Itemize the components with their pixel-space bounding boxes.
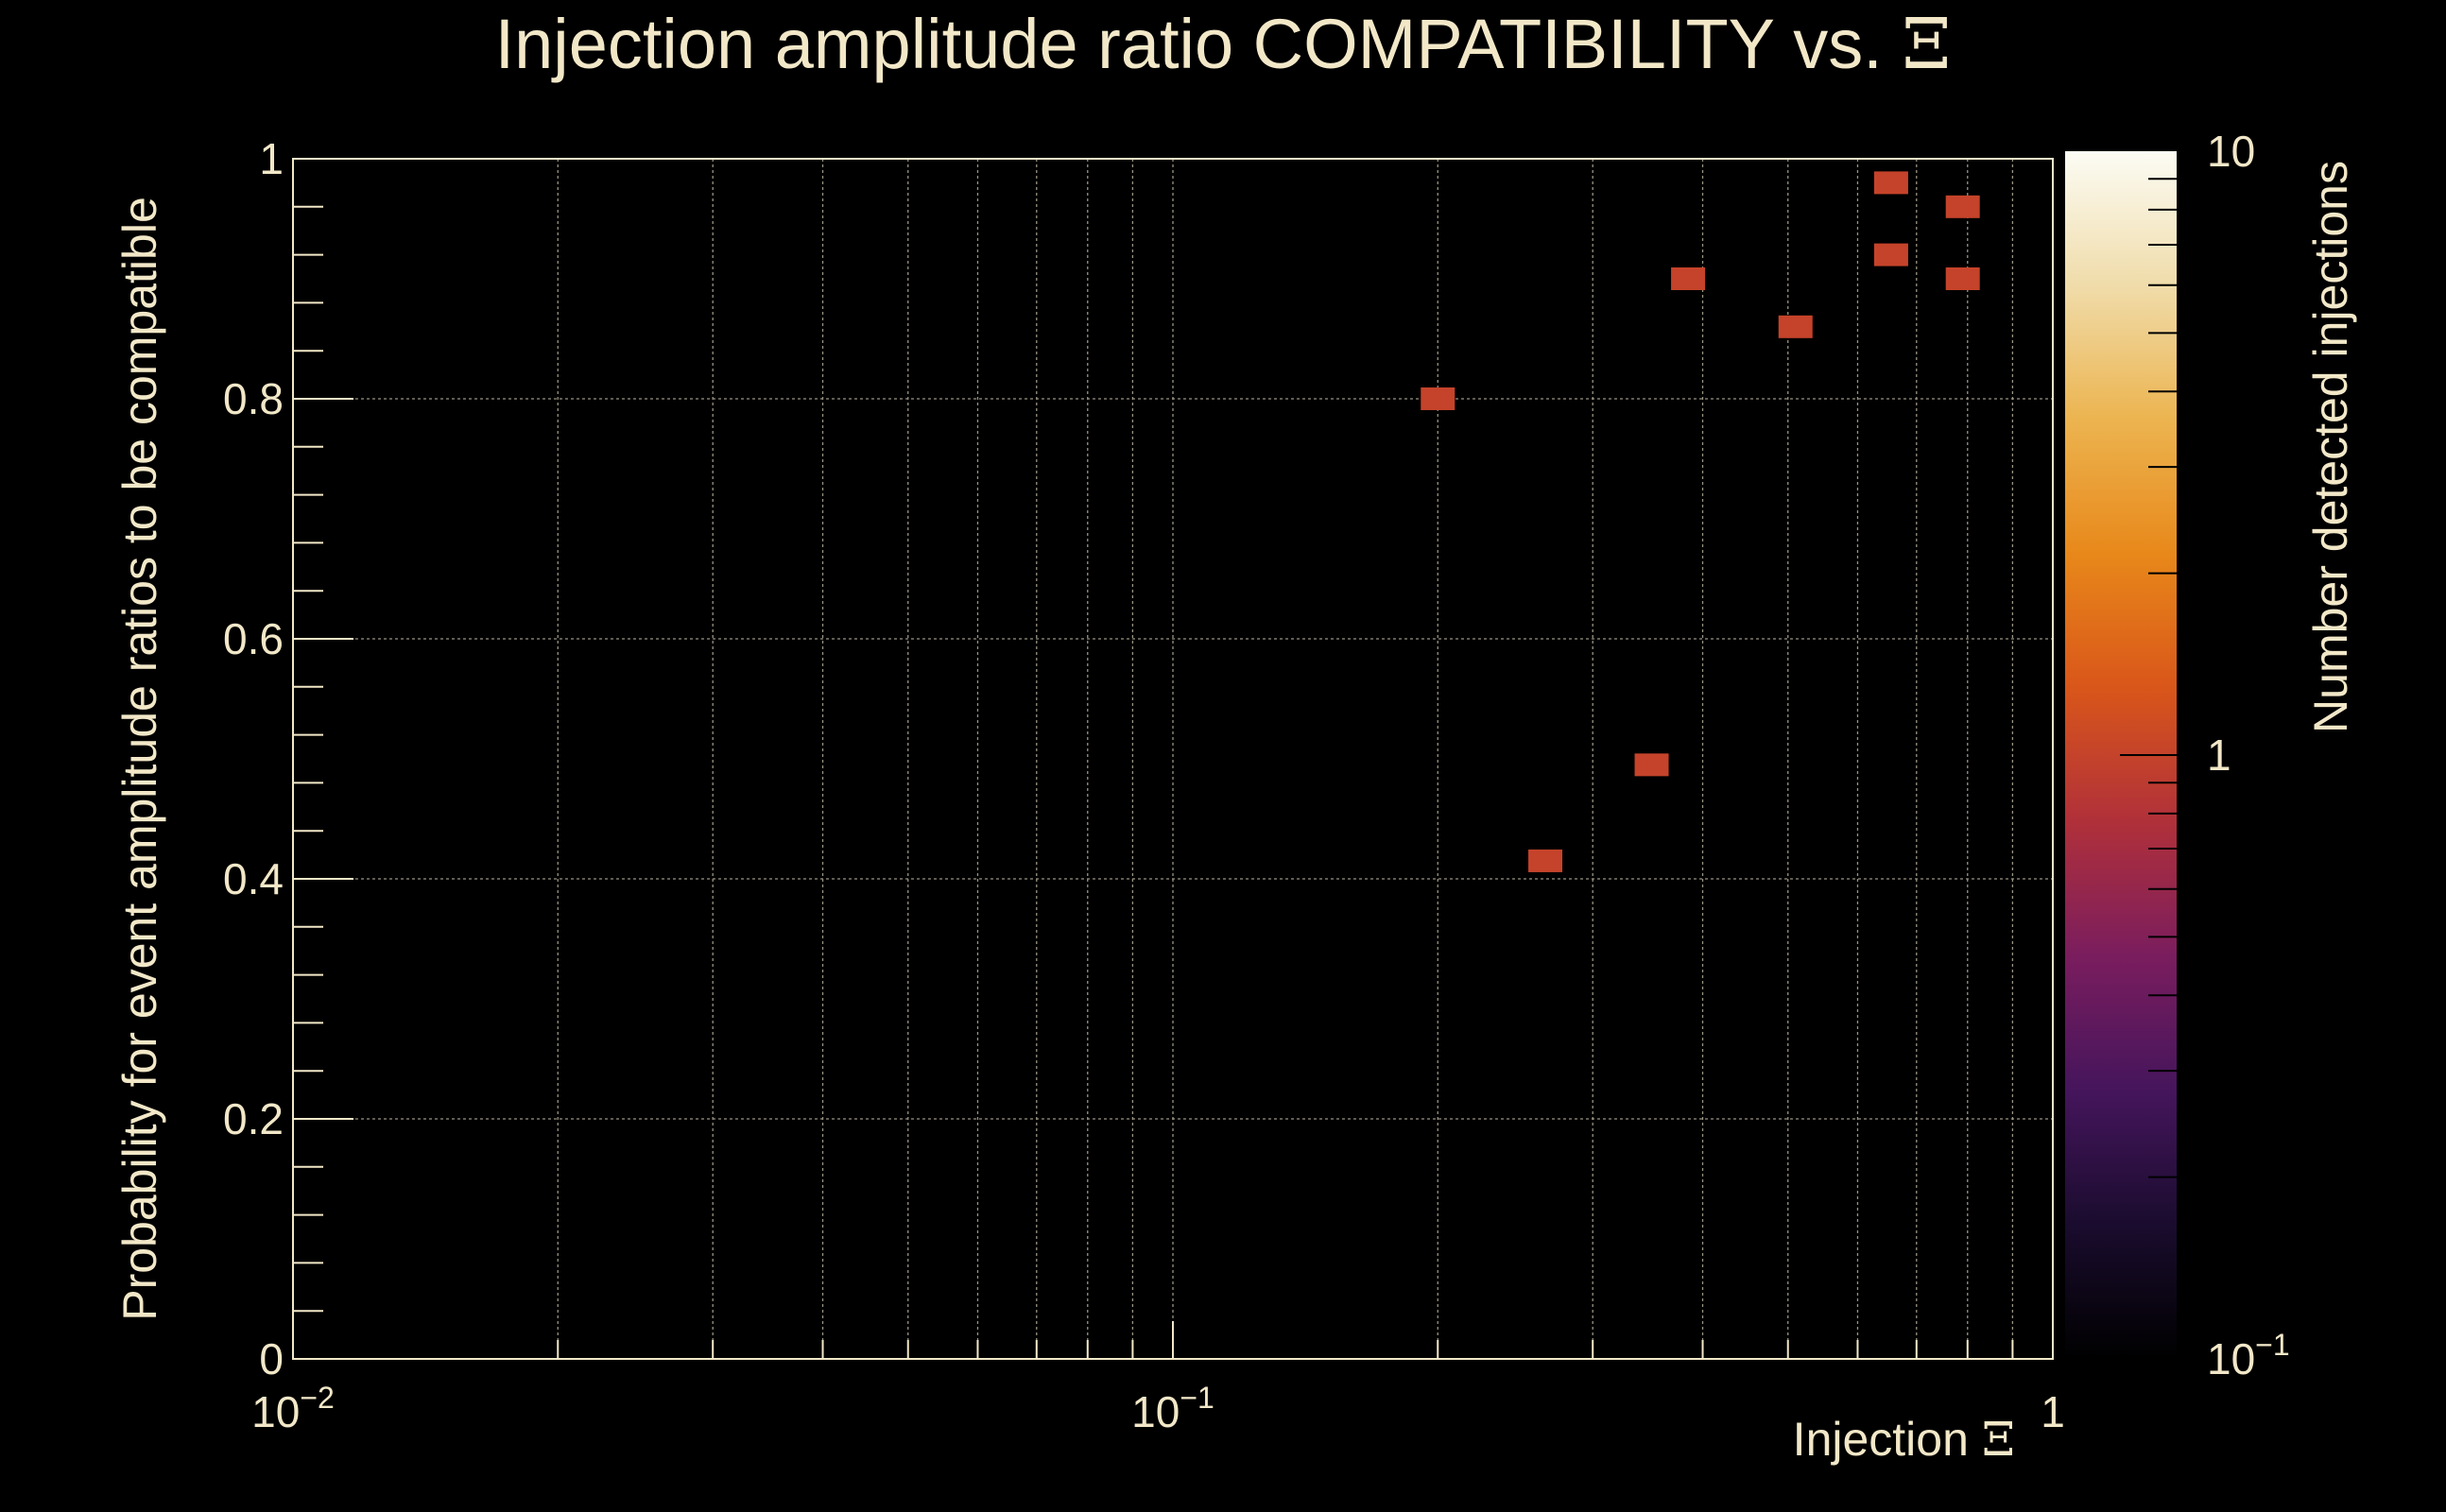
grid	[292, 158, 2054, 1360]
x-label-xi-symbol: Ξ	[1982, 1412, 2015, 1467]
z-tick-label: 1	[2207, 730, 2231, 780]
data-markers	[1421, 171, 1980, 872]
data-cell	[1528, 849, 1563, 872]
x-tick-label: 10−1	[1131, 1381, 1214, 1436]
y-tick-label: 0.8	[223, 374, 284, 423]
y-axis-ticks: 0 0.2 0.4 0.6 0.8 1	[223, 134, 353, 1383]
x-tick-exponent: −2	[300, 1381, 334, 1415]
y-tick-label: 0	[259, 1334, 284, 1383]
y-tick-label: 0.2	[223, 1094, 284, 1143]
plot-frame	[292, 158, 2054, 1360]
x-tick-exponent: −1	[1180, 1381, 1214, 1415]
x-axis-ticks: 10−2 10−1 1	[251, 1321, 2065, 1436]
z-tick-exponent: −1	[2255, 1328, 2289, 1362]
data-cell	[1671, 267, 1706, 290]
data-cell	[1945, 195, 1980, 218]
y-tick-label: 1	[259, 134, 284, 183]
data-cell	[1421, 387, 1456, 410]
z-tick-label: 10	[2207, 127, 2255, 176]
color-scale-label: Number detected injections	[2304, 161, 2357, 733]
y-axis-label: Probability for event amplitude ratios t…	[113, 197, 166, 1321]
data-cell	[1778, 315, 1813, 338]
z-tick-label: 10−1	[2207, 1328, 2290, 1383]
y-tick-label: 0.4	[223, 854, 284, 903]
x-axis-label: Injection Ξ	[1793, 1412, 2015, 1467]
data-cell	[1945, 267, 1980, 290]
x-tick-base: 1	[2041, 1387, 2065, 1436]
y-tick-label: 0.6	[223, 614, 284, 663]
x-tick-base: 10	[1131, 1387, 1180, 1436]
x-tick-label: 10−2	[251, 1381, 335, 1436]
data-cell	[1873, 171, 1908, 195]
title-xi-symbol: Ξ	[1902, 4, 1951, 85]
x-tick-base: 10	[251, 1387, 300, 1436]
z-tick-base: 10	[2207, 1334, 2255, 1383]
z-tick-base: 1	[2207, 730, 2231, 780]
z-tick-base: 10	[2207, 127, 2255, 176]
chart-title: Injection amplitude ratio COMPATIBILITY …	[495, 4, 1952, 85]
data-cell	[1634, 753, 1669, 777]
data-cell	[1873, 243, 1908, 266]
x-tick-label: 1	[2041, 1387, 2065, 1436]
